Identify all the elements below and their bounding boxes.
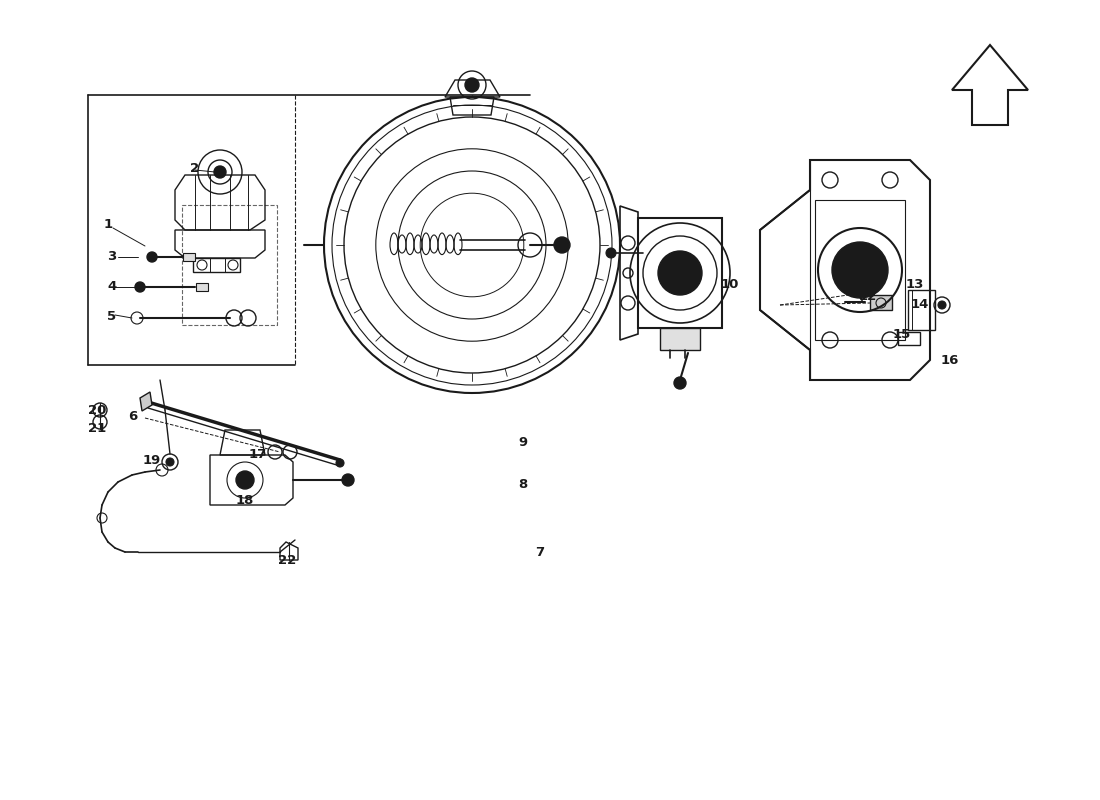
Circle shape xyxy=(658,251,702,295)
Circle shape xyxy=(214,166,225,178)
Circle shape xyxy=(832,242,888,298)
Text: 11: 11 xyxy=(836,270,854,283)
Text: 15: 15 xyxy=(893,329,911,342)
Text: 2: 2 xyxy=(190,162,199,174)
Text: 21: 21 xyxy=(88,422,106,434)
Polygon shape xyxy=(140,392,152,411)
Text: 20: 20 xyxy=(88,403,107,417)
Circle shape xyxy=(166,458,174,466)
Text: 3: 3 xyxy=(108,250,117,263)
Text: 9: 9 xyxy=(518,435,528,449)
Text: 17: 17 xyxy=(249,449,267,462)
Text: 6: 6 xyxy=(129,410,138,423)
Text: 13: 13 xyxy=(905,278,924,291)
Polygon shape xyxy=(660,328,700,350)
Circle shape xyxy=(674,377,686,389)
Text: 18: 18 xyxy=(235,494,254,506)
Text: 19: 19 xyxy=(143,454,161,466)
Circle shape xyxy=(236,471,254,489)
Text: 10: 10 xyxy=(720,278,739,291)
Circle shape xyxy=(465,78,478,92)
Bar xyxy=(182,205,277,325)
Bar xyxy=(183,253,195,261)
Text: 7: 7 xyxy=(536,546,544,559)
Text: 5: 5 xyxy=(108,310,117,322)
Text: 12: 12 xyxy=(859,290,877,303)
Polygon shape xyxy=(870,295,892,310)
Circle shape xyxy=(135,282,145,292)
Circle shape xyxy=(147,252,157,262)
Circle shape xyxy=(938,301,946,309)
Text: 8: 8 xyxy=(518,478,528,491)
Circle shape xyxy=(336,459,344,467)
Text: 1: 1 xyxy=(103,218,112,231)
Circle shape xyxy=(554,237,570,253)
Text: 14: 14 xyxy=(911,298,930,311)
Bar xyxy=(196,283,208,291)
Circle shape xyxy=(606,248,616,258)
Text: 4: 4 xyxy=(108,281,117,294)
Text: 22: 22 xyxy=(278,554,296,566)
Text: 16: 16 xyxy=(940,354,959,366)
Circle shape xyxy=(342,474,354,486)
